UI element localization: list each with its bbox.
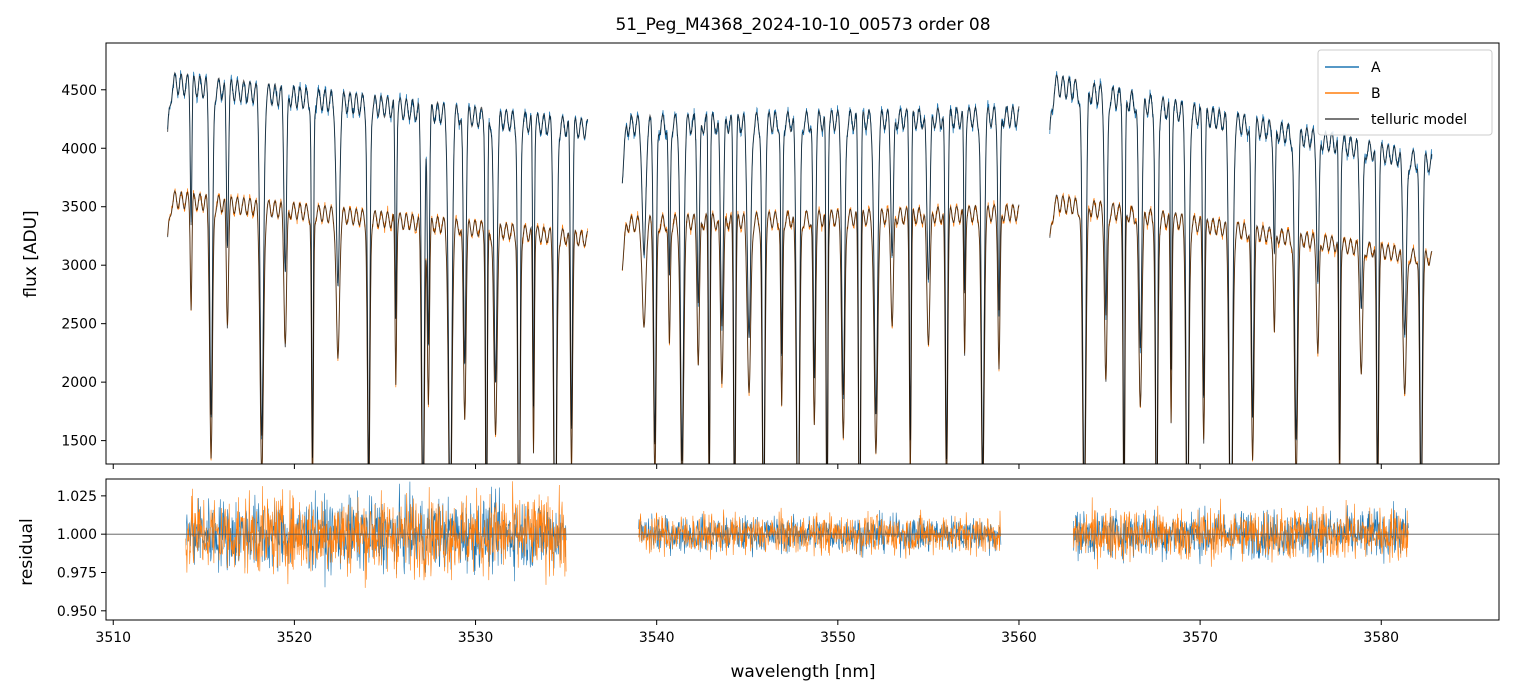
- flux-y-label: flux [ADU]: [21, 210, 41, 297]
- flux-x-ticks: [112, 464, 1382, 469]
- telluric-model-line: [1049, 74, 1433, 464]
- flux-y-tick-label: 1500: [61, 434, 97, 450]
- flux-y-tick-label: 2000: [61, 375, 97, 391]
- legend-label-telluric: telluric model: [1371, 112, 1467, 128]
- residual-b-line: [638, 507, 1002, 560]
- residual-y-axis: 0.950 0.975 1.000 1.025: [57, 489, 106, 620]
- chart-title: 51_Peg_M4368_2024-10-10_00573 order 08: [615, 15, 990, 35]
- residual-x-tick-label: 3510: [95, 630, 131, 646]
- residual-y-tick-label: 0.950: [57, 604, 97, 620]
- flux-y-tick-label: 4500: [61, 83, 97, 99]
- flux-y-tick-label: 4000: [61, 141, 97, 157]
- residual-y-tick-label: 1.025: [57, 489, 97, 505]
- residual-axes-frame: [105, 478, 1500, 621]
- residual-y-label: residual: [17, 518, 37, 585]
- legend-label-a: A: [1371, 60, 1381, 76]
- residual-x-tick-label: 3570: [1182, 630, 1218, 646]
- residual-b-line: [185, 481, 567, 588]
- legend-label-b: B: [1371, 86, 1381, 102]
- flux-y-tick-label: 3000: [61, 258, 97, 274]
- x-axis-label: wavelength [nm]: [730, 662, 875, 682]
- telluric-model-line: [621, 203, 1020, 464]
- residual-x-tick-label: 3560: [1001, 630, 1037, 646]
- residual-b-line: [1073, 497, 1409, 570]
- residual-x-tick-label: 3530: [458, 630, 494, 646]
- residual-x-tick-label: 3550: [820, 630, 856, 646]
- residual-y-tick-label: 0.975: [57, 565, 97, 581]
- residual-plot-area: [106, 481, 1499, 588]
- flux-y-tick-label: 2500: [61, 317, 97, 333]
- residual-y-tick-label: 1.000: [57, 527, 97, 543]
- legend: A B telluric model: [1317, 49, 1493, 136]
- residual-x-tick-label: 3540: [639, 630, 675, 646]
- flux-y-tick-label: 3500: [61, 200, 97, 216]
- telluric-model-line: [1049, 194, 1433, 464]
- residual-a-line: [1073, 501, 1409, 565]
- residual-x-tick-label: 3580: [1363, 630, 1399, 646]
- telluric-model-line: [621, 104, 1020, 464]
- telluric-model-line: [167, 189, 589, 464]
- flux-axes-frame: [105, 42, 1500, 465]
- flux-y-axis: 1500 2000 2500 3000 3500 4000 4500: [61, 83, 106, 450]
- flux-plot-area: [167, 70, 1433, 464]
- residual-x-tick-label: 3520: [277, 630, 313, 646]
- residual-x-axis: 3510 3520 3530 3540 3550 3560 3570 3580: [95, 620, 1399, 646]
